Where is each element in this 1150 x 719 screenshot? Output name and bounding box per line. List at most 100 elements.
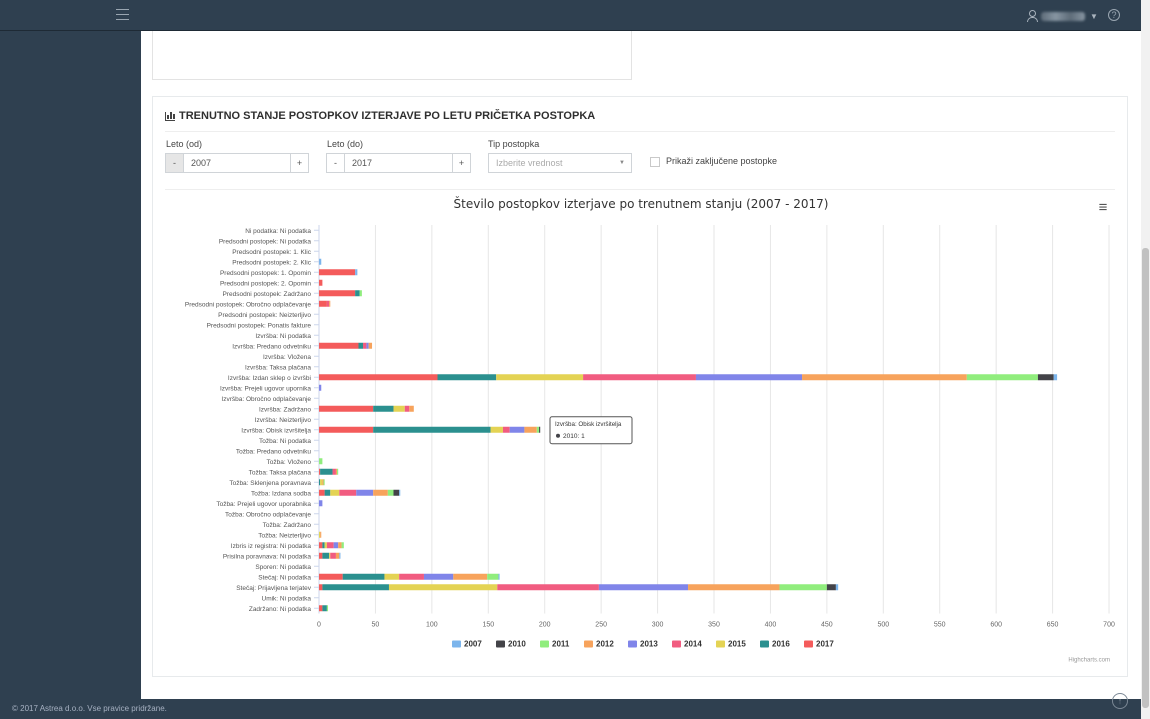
bar-segment-2013: [366, 342, 369, 349]
x-tick-label: 500: [877, 622, 889, 629]
y-category-label: Zadržano: Ni podatka: [249, 606, 312, 613]
legend-label-2010: 2010: [508, 640, 526, 649]
y-category-label: Predsodni postopek: Obročno odplačevanje: [185, 301, 311, 308]
bar-segment-2017: [319, 573, 343, 580]
x-tick-label: 650: [1047, 622, 1059, 629]
legend-label-2017: 2017: [816, 640, 834, 649]
year-to-decrement-button[interactable]: -: [327, 154, 345, 172]
year-to-increment-button[interactable]: +: [452, 154, 470, 172]
bar-segment-2011: [323, 479, 325, 486]
bar-segment-2012: [409, 405, 414, 412]
y-category-label: Predsodni postopek: 2. Klic: [232, 259, 312, 266]
legend-swatch-2017: [804, 640, 813, 648]
bar-segment-2017: [319, 489, 325, 496]
procedure-type-label: Tip postopka: [488, 139, 540, 149]
year-from-increment-button[interactable]: +: [290, 154, 308, 172]
bar-segment-2014: [583, 374, 696, 381]
divider: [165, 189, 1115, 190]
legend-label-2015: 2015: [728, 640, 746, 649]
bar-segment-2012: [368, 342, 373, 349]
x-tick-label: 600: [990, 622, 1002, 629]
y-category-label: Predsodni postopek: Zadržano: [222, 291, 311, 298]
y-category-label: Predsodni postopek: Ponatis fakture: [207, 322, 312, 329]
y-category-label: Izbris iz registra: Ni podatka: [231, 543, 312, 550]
y-category-label: Stečaj: Prijavljena terjatev: [236, 585, 312, 592]
help-icon[interactable]: ?: [1108, 9, 1120, 21]
bar-segment-2014: [502, 426, 510, 433]
legend-swatch-2010: [496, 640, 505, 648]
bar-segment-2007: [835, 584, 839, 591]
scrollbar-thumb[interactable]: [1142, 248, 1149, 708]
bar-segment-2016: [437, 374, 497, 381]
year-from-input[interactable]: 2007: [191, 158, 212, 168]
year-from-spinner: - 2007 +: [165, 153, 309, 173]
tooltip-title: Izvršba: Obisk izvršitelja: [555, 421, 622, 428]
user-menu[interactable]: ▼: [1027, 8, 1098, 24]
y-category-label: Izvršba: Taksa plačana: [245, 364, 311, 371]
x-tick-label: 150: [482, 622, 494, 629]
y-category-label: Predsodni postopek: 1. Opomin: [220, 270, 311, 277]
y-category-label: Umik: Ni podatka: [262, 595, 312, 602]
legend-label-2013: 2013: [640, 640, 658, 649]
y-category-label: Predsodni postopek: 1. Klic: [232, 249, 312, 256]
bar-segment-2016: [319, 479, 321, 486]
copyright-text: © 2017 Astrea d.o.o. Vse pravice pridrža…: [12, 704, 167, 713]
y-category-label: Tožba: Predano odvetniku: [236, 448, 312, 455]
bar-segment-2016: [355, 290, 360, 297]
bar-segment-2017: [319, 405, 374, 412]
bar-segment-2012: [338, 542, 342, 549]
y-category-label: Tožba: Vloženo: [267, 459, 312, 466]
show-closed-checkbox[interactable]: [650, 157, 660, 167]
bar-segment-2016: [320, 468, 333, 475]
bar-segment-2012: [335, 552, 340, 559]
bar-segment-2015: [393, 405, 405, 412]
bar-segment-2013: [598, 584, 689, 591]
bar-segment-2012: [802, 374, 967, 381]
legend-swatch-2016: [760, 640, 769, 648]
bar-segment-2007: [498, 573, 500, 580]
hamburger-icon[interactable]: [116, 9, 129, 20]
bar-segment-2011: [326, 605, 329, 612]
y-category-label: Izvršba: Predano odvetniku: [232, 343, 311, 350]
y-category-label: Prisilna poravnava: Ni podatka: [223, 553, 312, 560]
bar-segment-2007: [339, 552, 341, 559]
user-icon: [1027, 10, 1038, 22]
x-tick-label: 200: [539, 622, 551, 629]
bar-segment-2014: [326, 300, 330, 307]
year-from-label: Leto (od): [166, 139, 203, 149]
panel-title: TRENUTNO STANJE POSTOPKOV IZTERJAVE PO L…: [165, 110, 595, 122]
bar-segment-2017: [319, 584, 323, 591]
bar-segment-2011: [319, 458, 323, 465]
tooltip-value: 2010: 1: [563, 433, 585, 440]
legend-swatch-2015: [716, 640, 725, 648]
y-category-label: Izvršba: Zadržano: [259, 406, 311, 413]
bar-segment-2015: [496, 374, 584, 381]
y-category-label: Tožba: Taksa plačana: [249, 469, 312, 476]
scroll-top-icon[interactable]: ↑: [1112, 693, 1128, 709]
scrollbar[interactable]: [1141, 0, 1150, 719]
footer: © 2017 Astrea d.o.o. Vse pravice pridrža…: [0, 693, 1141, 719]
year-from-decrement-button[interactable]: -: [166, 154, 184, 172]
year-to-input[interactable]: 2017: [352, 158, 373, 168]
x-tick-label: 50: [372, 622, 380, 629]
bar-segment-2007: [355, 269, 358, 276]
previous-panel: [152, 31, 632, 80]
bar-segment-2014: [404, 405, 410, 412]
y-category-label: Izvršba: Vložena: [263, 354, 311, 361]
y-category-label: Tožba: Sklenjena poravnava: [229, 480, 311, 487]
bar-segment-2013: [319, 384, 322, 391]
x-tick-label: 400: [765, 622, 777, 629]
caret-down-icon: ▼: [619, 160, 625, 166]
bar-segment-2012: [688, 584, 780, 591]
recovery-status-panel: TRENUTNO STANJE POSTOPKOV IZTERJAVE PO L…: [152, 96, 1128, 677]
legend-label-2016: 2016: [772, 640, 790, 649]
divider: [165, 131, 1115, 132]
bar-segment-2011: [487, 573, 499, 580]
legend-label-2014: 2014: [684, 640, 702, 649]
bar-segment-2015: [388, 584, 498, 591]
year-to-spinner: - 2017 +: [326, 153, 471, 173]
bar-segment-2016: [322, 584, 389, 591]
bar-segment-2017: [319, 542, 323, 549]
procedure-type-select[interactable]: Izberite vrednost ▼: [488, 153, 632, 173]
x-tick-label: 250: [595, 622, 607, 629]
